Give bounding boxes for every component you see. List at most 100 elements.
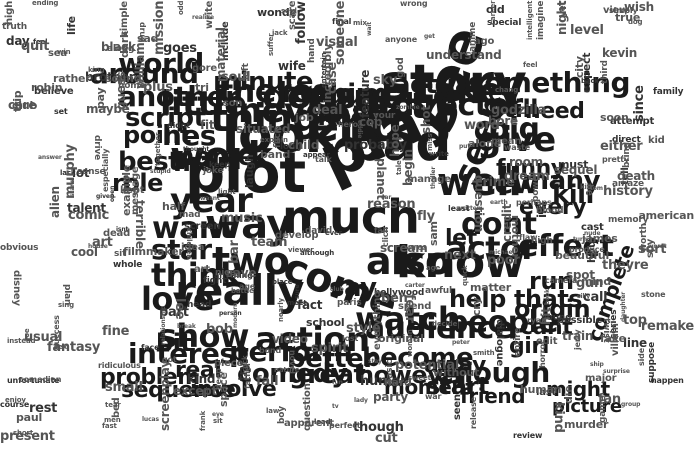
word: except (173, 384, 218, 398)
word: team (251, 235, 288, 250)
word: start (426, 372, 489, 400)
word: death (617, 169, 655, 183)
word: either (600, 139, 643, 154)
word: word (464, 118, 500, 133)
word: sad (137, 32, 159, 45)
word: stone (641, 290, 666, 299)
word: level (570, 23, 604, 38)
word: might (546, 377, 610, 401)
word: edit (536, 336, 558, 347)
word: mad (179, 210, 201, 220)
word: apparent (284, 418, 334, 429)
word: meet (287, 299, 307, 307)
word: win (57, 48, 71, 56)
word: ending (32, 0, 59, 7)
word: love (141, 280, 215, 318)
word: goes (163, 41, 197, 56)
word: miss (426, 133, 434, 151)
word: comic (68, 208, 110, 223)
word: eye (212, 411, 224, 418)
word: disney (11, 270, 22, 306)
word: talk (315, 155, 332, 164)
word: director (393, 88, 523, 123)
word: person (219, 310, 242, 317)
word: anyone (385, 35, 417, 44)
word: story (380, 54, 527, 114)
word: tear (105, 401, 121, 409)
word: head (187, 300, 212, 310)
word: final (332, 17, 352, 26)
word: video (272, 332, 308, 346)
word: script (125, 103, 206, 133)
word: lack (60, 169, 76, 177)
word: law (266, 407, 280, 415)
word: wait (366, 21, 373, 36)
word: soul (221, 70, 251, 85)
word: suppose (647, 341, 657, 383)
word: point (123, 121, 192, 149)
word: question (302, 383, 313, 431)
word: though (353, 420, 404, 435)
word: view (603, 5, 629, 16)
word: minute (213, 67, 313, 97)
word: answer (38, 154, 62, 161)
word: two (212, 239, 290, 283)
word: club (12, 99, 38, 112)
word: humor (360, 374, 407, 389)
word: music (221, 211, 263, 226)
word: break (177, 323, 196, 330)
word: filmmaker (123, 245, 184, 258)
word: plus (143, 80, 173, 95)
word: pretty (602, 155, 630, 164)
word: ryan (527, 316, 547, 325)
word: sense (77, 167, 106, 177)
word: michael (489, 249, 515, 256)
word: watch (355, 300, 461, 338)
word: really (175, 266, 305, 315)
word: fast (102, 422, 117, 430)
word: top (623, 313, 647, 328)
word: style (346, 321, 381, 336)
word: save (226, 266, 257, 280)
word: perhaps (516, 198, 552, 207)
word: sequel (554, 163, 598, 177)
word: place (272, 278, 293, 286)
word: bring (622, 142, 632, 168)
word: fake (600, 332, 626, 345)
word: gore (192, 63, 217, 74)
word: ever (325, 229, 342, 237)
word: kind (187, 372, 216, 386)
word: dream (504, 169, 550, 184)
word: big (488, 112, 540, 147)
word: wife (278, 59, 306, 73)
word: earth (490, 199, 508, 206)
word: novel (288, 350, 297, 374)
word: comedy (237, 359, 348, 389)
word: theyre (602, 258, 649, 273)
word: room (509, 155, 543, 169)
word: robin (31, 81, 63, 94)
word: feel (33, 38, 48, 46)
word: bond (259, 346, 282, 355)
word: hope (388, 124, 402, 157)
word: friend (460, 384, 526, 408)
word: ship (590, 361, 604, 368)
word: written (457, 205, 481, 212)
word: scream (380, 241, 428, 255)
word: decide (432, 320, 458, 328)
word: help (449, 285, 506, 313)
word: probably (344, 138, 407, 153)
word: fun (332, 379, 343, 386)
word: memory (608, 215, 649, 225)
word: wonder (257, 6, 302, 19)
word: carter (405, 282, 425, 289)
word: actual (393, 70, 481, 100)
word: book (544, 288, 551, 305)
word: interest (128, 337, 249, 370)
word: sky (373, 73, 398, 88)
word: nude (584, 230, 601, 237)
word: tv (332, 403, 339, 410)
word: plot (185, 141, 306, 206)
word: nearly (277, 297, 285, 322)
